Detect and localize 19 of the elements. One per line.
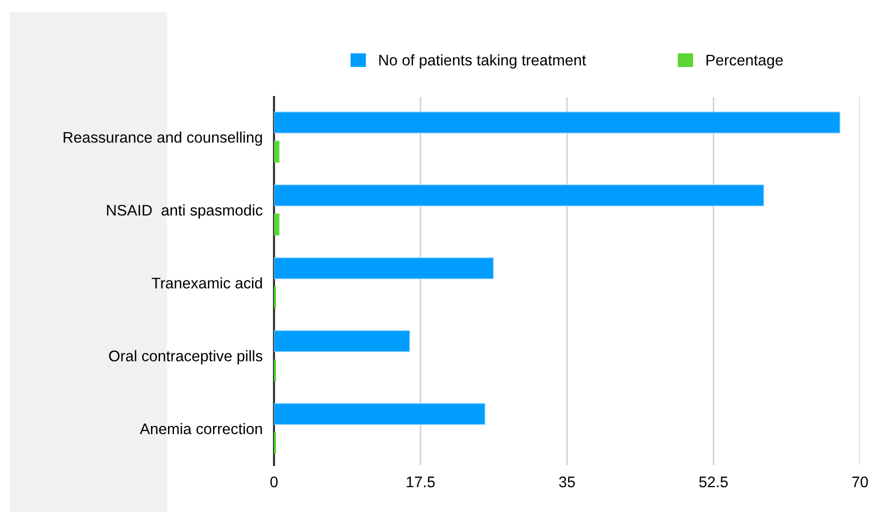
legend-label: Percentage — [706, 54, 783, 69]
legend-label: No of patients taking treatment — [379, 54, 586, 69]
bar — [274, 330, 410, 352]
y-tick-label: Oral contraceptive pills — [109, 350, 262, 364]
y-tick-label: Reassurance and counselling — [64, 132, 262, 146]
bar — [274, 403, 486, 425]
y-tick-label: NSAID anti spasmodic — [107, 204, 262, 219]
x-tick-label: 35 — [559, 476, 575, 488]
y-tick-label: Tranexamic acid — [152, 277, 262, 289]
bar — [274, 184, 764, 206]
x-tick-label: 17.5 — [406, 476, 435, 488]
bar — [274, 140, 280, 162]
y-tick-label: Anemia correction — [140, 423, 262, 434]
bar — [274, 257, 494, 280]
bar — [274, 214, 280, 236]
bar — [274, 112, 840, 134]
x-tick-label: 52.5 — [699, 476, 728, 488]
x-tick-label: 70 — [852, 476, 868, 488]
x-tick-label: 0 — [270, 476, 278, 488]
